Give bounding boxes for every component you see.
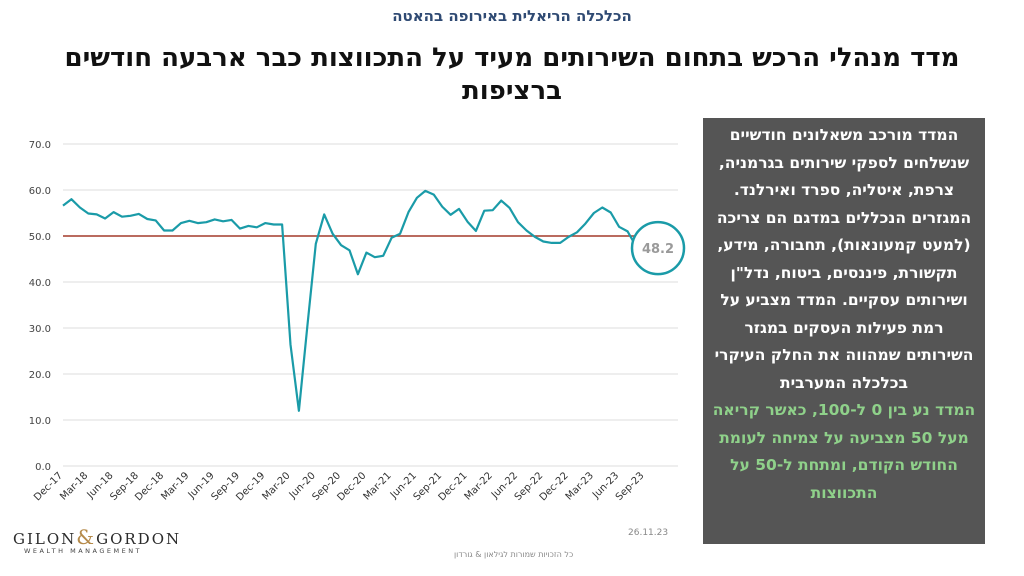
x-tick-label: Dec-19 (234, 470, 267, 503)
y-tick-label: 50.0 (29, 232, 51, 243)
copyright-note: כל הזכויות שמורות לגילאון & גורדון (454, 550, 574, 559)
x-tick-label: Dec-18 (133, 470, 166, 503)
x-tick-label: Dec-17 (32, 470, 65, 503)
x-tick-label: Dec-22 (538, 470, 571, 503)
annotation-circle (630, 220, 686, 276)
company-logo: GILON&GORDON WEALTH MANAGEMENT (13, 525, 182, 565)
scale-note: המדד נע בין 0 ל-100, כאשר קריאה מעל 50 מ… (712, 401, 976, 502)
y-tick-label: 10.0 (29, 416, 51, 427)
x-tick-label: Mar-20 (260, 470, 292, 502)
date-stamp: 26.11.23 (628, 528, 669, 538)
logo-subtitle: WEALTH MANAGEMENT (23, 547, 143, 555)
y-tick-label: 0.0 (35, 462, 51, 473)
description-panel: המדד מורכב משאלונים חודשיים שנשלחים לספק… (703, 118, 985, 544)
pmi-line-chart: 0.010.020.030.040.050.060.070.0 Dec-17Ma… (29, 140, 686, 503)
x-tick-label: Sep-23 (614, 470, 647, 503)
x-tick-label: Mar-23 (564, 470, 596, 502)
y-tick-label: 60.0 (29, 186, 51, 197)
series-line (62, 189, 637, 412)
x-tick-label: Dec-21 (437, 470, 470, 503)
x-tick-label: Mar-21 (362, 470, 394, 502)
x-tick-label: Dec-20 (335, 470, 368, 503)
description-text: המדד מורכב משאלונים חודשיים שנשלחים לספק… (714, 126, 974, 392)
y-tick-label: 30.0 (29, 324, 51, 335)
x-tick-label: Mar-22 (463, 470, 495, 502)
y-tick-label: 40.0 (29, 278, 51, 289)
page-title: מדד מנהלי הרכש בתחום השירותים מעיד על הת… (64, 43, 960, 106)
topic-header: הכלכלה הריאלית באירופה בהאטה (392, 7, 632, 25)
x-tick-label: Mar-19 (159, 470, 191, 502)
y-tick-label: 20.0 (29, 370, 51, 381)
y-tick-label: 70.0 (29, 140, 51, 151)
logo-text: GILON&GORDON (13, 525, 182, 549)
x-tick-label: Mar-18 (58, 470, 90, 502)
annotation-value: 48.2 (642, 242, 674, 257)
